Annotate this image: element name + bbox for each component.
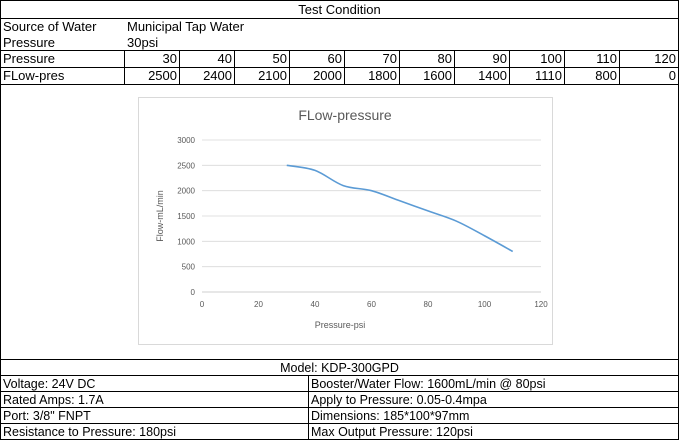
flow-cell: 0 <box>668 68 676 83</box>
divider <box>1 375 678 376</box>
table-column-divider <box>454 50 455 84</box>
flow-pressure-chart: FLow-pressure 0 500 1000 1500 2000 2500 3000 0… <box>138 97 553 345</box>
model-name: Model: KDP-300GPD <box>280 361 399 375</box>
pressure-cell: 120 <box>654 51 676 66</box>
spec-dimensions: Dimensions: 185*100*97mm <box>311 409 470 423</box>
y-tick-label: 1000 <box>177 237 195 246</box>
y-tick-label: 0 <box>191 288 196 297</box>
flow-cell: 1800 <box>368 68 397 83</box>
divider <box>1 50 678 51</box>
x-tick-label: 40 <box>311 300 320 309</box>
x-tick-label: 20 <box>254 300 263 309</box>
flow-cell: 1110 <box>535 68 562 83</box>
divider <box>1 67 678 68</box>
condition-label: Source of Water <box>3 19 97 34</box>
flow-cell: 2100 <box>258 68 287 83</box>
column-divider <box>308 375 309 439</box>
x-tick-label: 0 <box>200 300 205 309</box>
condition-value: Municipal Tap Water <box>127 19 245 34</box>
pressure-cell: 80 <box>437 51 452 66</box>
flow-cell: 2000 <box>313 68 342 83</box>
x-axis-label: Pressure-psi <box>315 320 366 330</box>
flow-row-label: FLow-pres <box>3 68 65 83</box>
y-tick-label: 500 <box>182 263 196 272</box>
pressure-cell: 70 <box>382 51 397 66</box>
pressure-cell: 50 <box>272 51 287 66</box>
chart-title: FLow-pressure <box>298 107 392 123</box>
divider <box>1 391 678 392</box>
series-line <box>286 164 514 253</box>
divider <box>1 18 678 19</box>
table-column-divider <box>344 50 345 84</box>
table-column-divider <box>564 50 565 84</box>
spec-rated-amps: Rated Amps: 1.7A <box>3 393 104 407</box>
table-column-divider <box>619 50 620 84</box>
y-tick-label: 1500 <box>177 212 195 221</box>
pressure-cell: 30 <box>162 51 177 66</box>
flow-cell: 1400 <box>478 68 507 83</box>
x-tick-label: 60 <box>367 300 376 309</box>
pressure-row-label: Pressure <box>3 51 56 66</box>
pressure-cell: 60 <box>327 51 342 66</box>
divider <box>1 423 678 424</box>
flow-cell: 800 <box>595 68 617 83</box>
flow-cell: 1600 <box>423 68 452 83</box>
x-tick-label: 100 <box>478 300 492 309</box>
spec-voltage: Voltage: 24V DC <box>3 377 96 391</box>
test-condition-title: Test Condition <box>298 2 381 17</box>
condition-value: 30psi <box>127 35 159 50</box>
chart-canvas: FLow-pressure 0 500 1000 1500 2000 2500 3000 0… <box>155 107 548 330</box>
table-column-divider <box>179 50 180 84</box>
spec-port: Port: 3/8" FNPT <box>3 409 91 423</box>
condition-label: Pressure <box>3 35 56 50</box>
y-axis-label: Flow-mL/min <box>155 190 165 242</box>
spec-booster-flow: Booster/Water Flow: 1600mL/min @ 80psi <box>311 377 546 391</box>
divider <box>1 407 678 408</box>
spec-apply-pressure: Apply to Pressure: 0.05-0.4mpa <box>311 393 487 407</box>
y-tick-label: 2500 <box>177 161 195 170</box>
x-tick-label: 80 <box>424 300 433 309</box>
spec-max-output: Max Output Pressure: 120psi <box>311 425 473 439</box>
table-column-divider <box>289 50 290 84</box>
pressure-cell: 100 <box>540 51 562 66</box>
pressure-cell: 90 <box>492 51 507 66</box>
table-column-divider <box>509 50 510 84</box>
pressure-cell: 110 <box>596 51 617 66</box>
flow-cell: 2500 <box>148 68 177 83</box>
y-tick-label: 3000 <box>177 136 195 145</box>
spec-resistance: Resistance to Pressure: 180psi <box>3 425 177 439</box>
divider <box>1 84 678 85</box>
pressure-cell: 40 <box>217 51 232 66</box>
y-tick-label: 2000 <box>177 187 195 196</box>
table-column-divider <box>234 50 235 84</box>
table-column-divider <box>124 50 125 84</box>
x-tick-label: 120 <box>534 300 548 309</box>
table-column-divider <box>399 50 400 84</box>
divider <box>1 359 678 360</box>
flow-cell: 2400 <box>203 68 232 83</box>
